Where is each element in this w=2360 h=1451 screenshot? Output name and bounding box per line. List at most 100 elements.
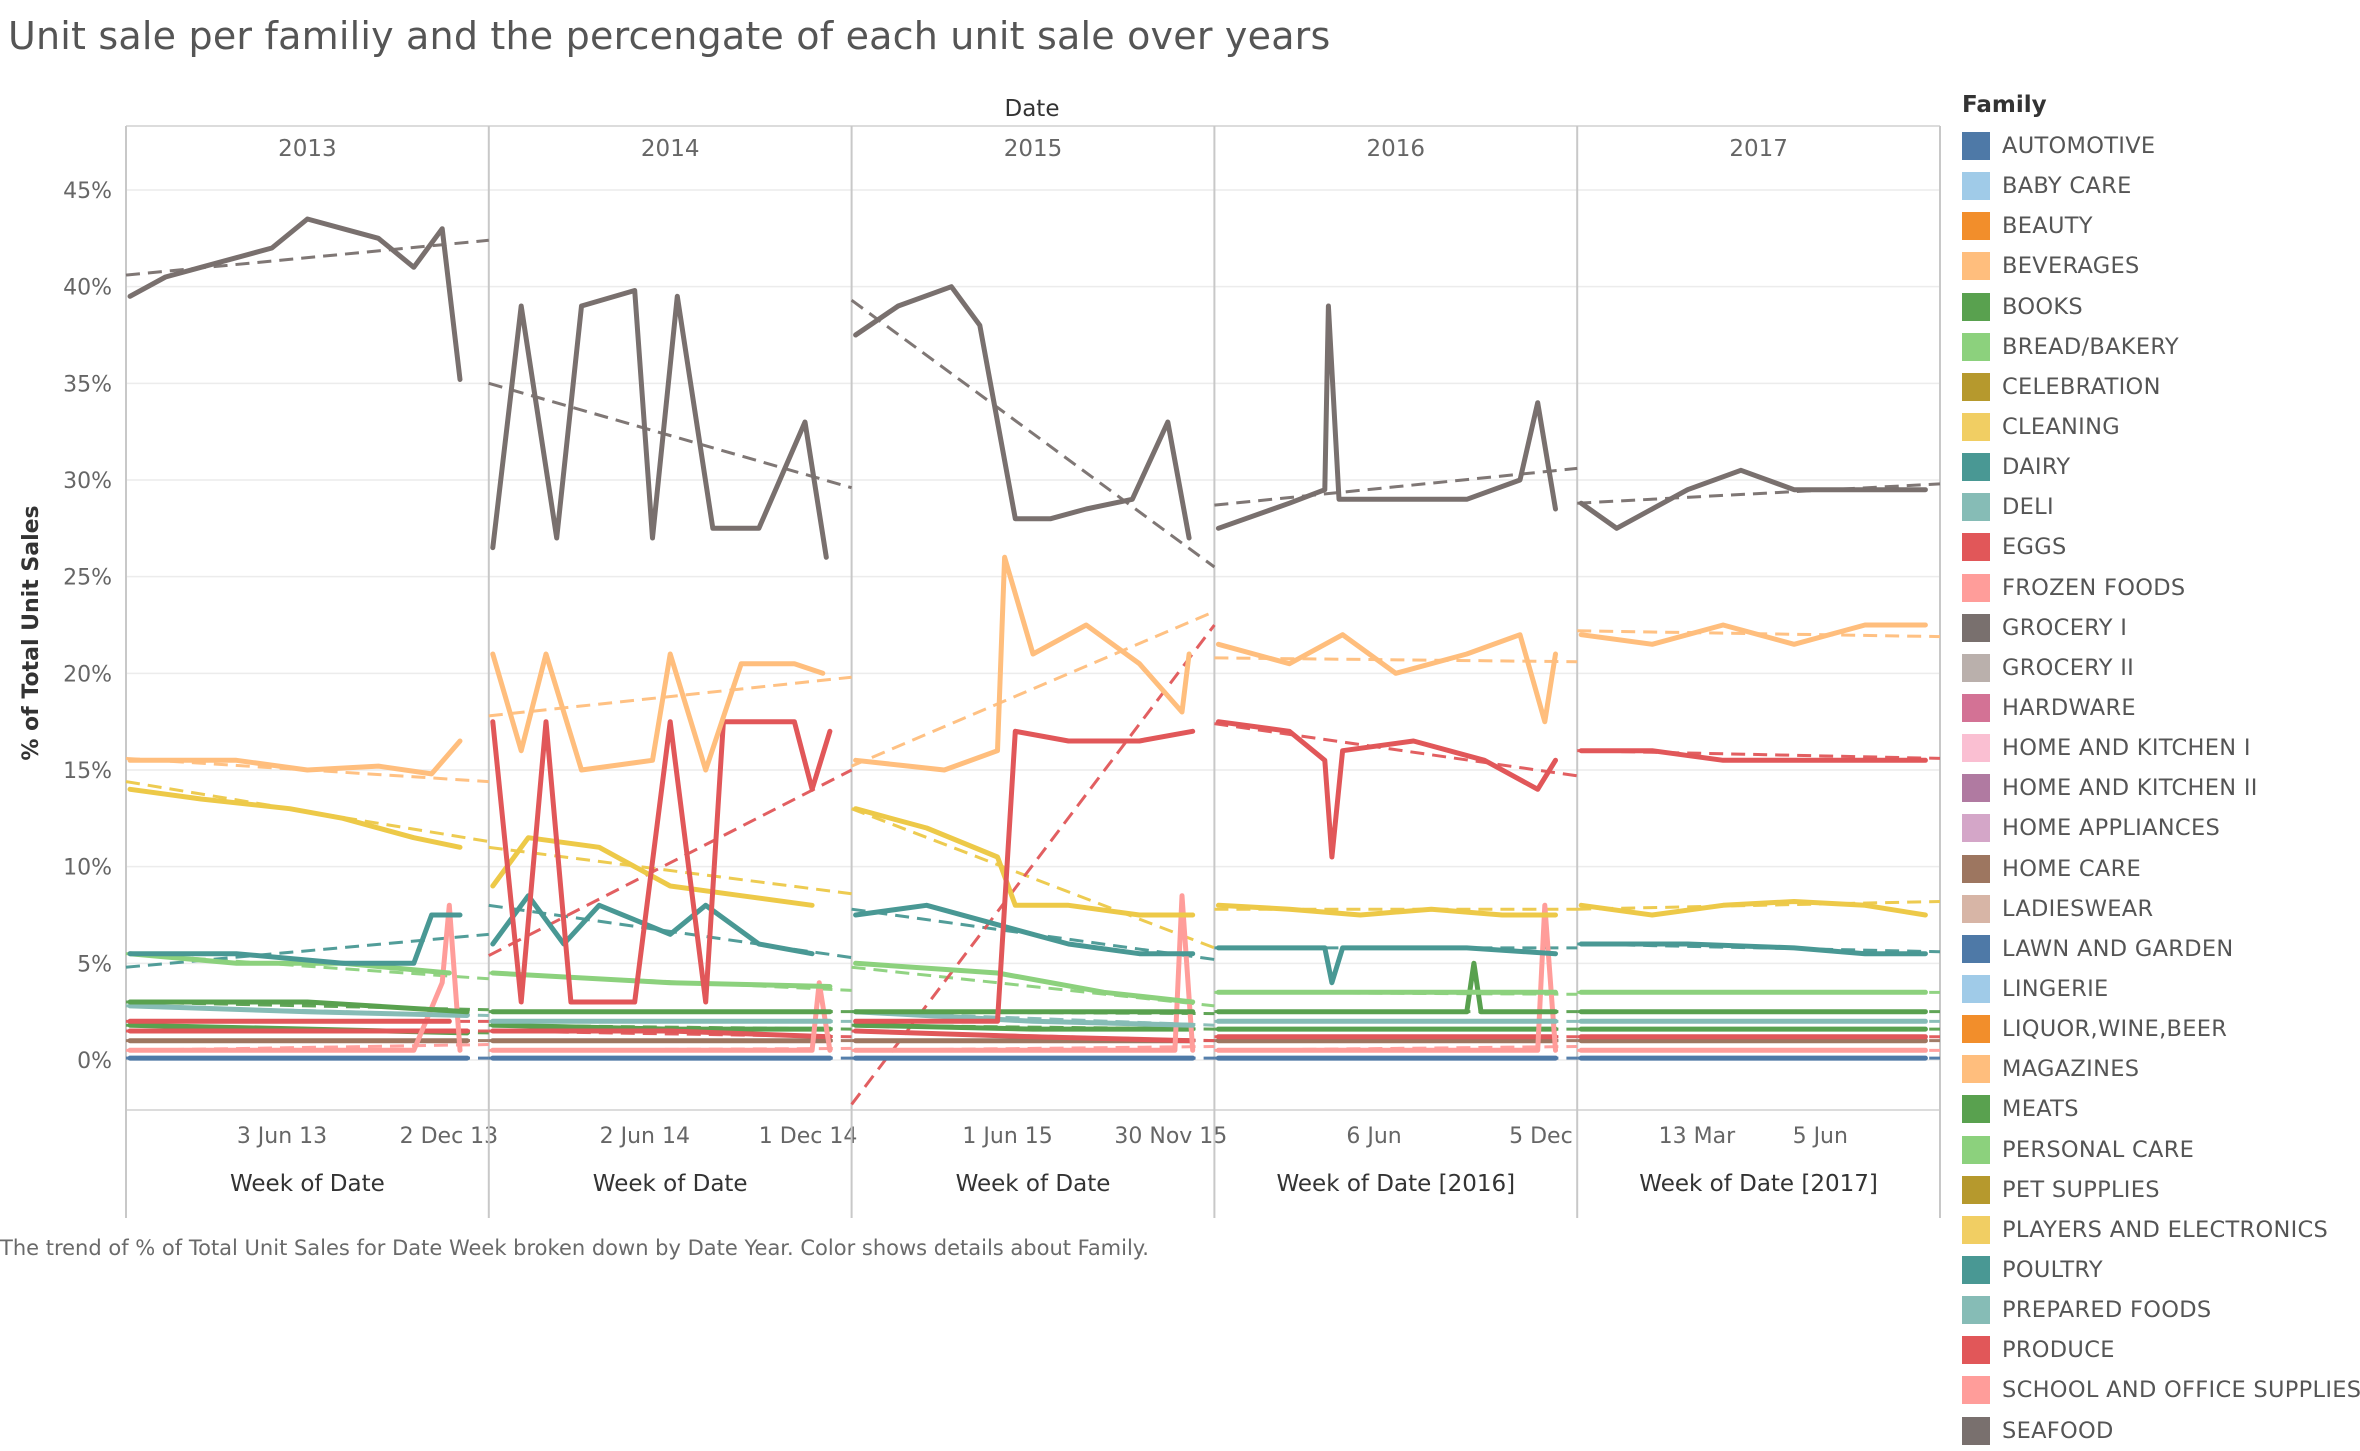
legend-label: HOME AND KITCHEN I	[2002, 735, 2251, 762]
legend-item[interactable]: FROZEN FOODS	[1962, 568, 2354, 608]
legend-label: PRODUCE	[2002, 1337, 2115, 1364]
legend-label: POULTRY	[2002, 1257, 2103, 1283]
legend-swatch	[1962, 774, 1990, 803]
legend-item[interactable]: LIQUOR,WINE,BEER	[1962, 1009, 2354, 1049]
legend-label: PET SUPPLIES	[2002, 1176, 2160, 1203]
legend-item[interactable]: BEAUTY	[1962, 206, 2354, 246]
series-line	[127, 216, 463, 382]
legend-item[interactable]: LINGERIE	[1962, 969, 2354, 1009]
legend-label: HOME CARE	[2002, 855, 2142, 882]
legend-label: BEVERAGES	[2002, 253, 2140, 280]
series-line	[490, 893, 815, 957]
legend-swatch	[1962, 1095, 1990, 1124]
legend-item[interactable]: HOME CARE	[1962, 849, 2354, 889]
legend-label: DELI	[2002, 494, 2054, 521]
legend-label: HOME APPLIANCES	[2002, 815, 2221, 842]
legend-item[interactable]: PERSONAL CARE	[1962, 1130, 2354, 1170]
series-group	[125, 216, 1941, 1106]
panel-year-label: 2015	[1004, 136, 1063, 162]
x-axis-title: Week of Date [2016]	[1277, 1171, 1516, 1197]
series-line	[1578, 467, 1928, 531]
legend-label: LAWN AND GARDEN	[2002, 935, 2234, 962]
legend-item[interactable]: CLEANING	[1962, 407, 2354, 447]
legend-swatch	[1962, 1015, 1990, 1044]
legend-label: BREAD/BAKERY	[2002, 333, 2179, 360]
series-line	[1215, 902, 1558, 1053]
x-tick-label: 1 Jun 15	[962, 1124, 1052, 1149]
trend-line	[488, 381, 853, 490]
trend-line	[1214, 722, 1578, 778]
legend-swatch	[1962, 934, 1990, 963]
y-tick-label: 5%	[77, 952, 112, 977]
legend-item[interactable]: SEAFOOD	[1962, 1411, 2354, 1451]
series-line	[490, 835, 815, 908]
series-line	[127, 1003, 470, 1018]
legend-item[interactable]: PLAYERS AND ELECTRONICS	[1962, 1210, 2354, 1250]
series-line	[127, 902, 463, 1053]
legend-item[interactable]: BREAD/BAKERY	[1962, 327, 2354, 367]
legend-item[interactable]: BOOKS	[1962, 287, 2354, 327]
legend-item[interactable]: SCHOOL AND OFFICE SUPPLIES	[1962, 1370, 2360, 1410]
legend-item[interactable]: AUTOMOTIVE	[1962, 126, 2354, 166]
legend-item[interactable]: MEATS	[1962, 1089, 2354, 1129]
legend-label: HOME AND KITCHEN II	[2002, 775, 2258, 802]
legend-swatch	[1962, 1336, 1990, 1365]
series-line	[853, 728, 1196, 1024]
legend-item[interactable]: CELEBRATION	[1962, 367, 2354, 407]
legend-item[interactable]: POULTRY	[1962, 1250, 2354, 1290]
legend-item[interactable]: BEVERAGES	[1962, 246, 2354, 286]
series-line	[127, 786, 463, 850]
legend-label: BOOKS	[2002, 293, 2083, 320]
legend-item[interactable]: GROCERY II	[1962, 648, 2354, 688]
legend-swatch	[1962, 975, 1990, 1004]
y-tick-label: 10%	[63, 856, 112, 881]
legend-item[interactable]: HOME AND KITCHEN II	[1962, 768, 2354, 808]
legend-label: FROZEN FOODS	[2002, 574, 2186, 601]
trend-line	[1577, 749, 1941, 760]
legend-item[interactable]: EGGS	[1962, 527, 2354, 567]
x-tick-label: 3 Jun 13	[237, 1124, 327, 1149]
y-tick-label: 45%	[63, 179, 112, 204]
legend-label: CLEANING	[2002, 414, 2120, 441]
series-line	[853, 1009, 1196, 1028]
trend-line	[488, 768, 853, 957]
legend-item[interactable]: LAWN AND GARDEN	[1962, 929, 2354, 969]
legend-swatch	[1962, 734, 1990, 763]
series-line	[127, 951, 452, 976]
x-tick-label: 13 Mar	[1659, 1124, 1736, 1149]
legend-item[interactable]: HARDWARE	[1962, 688, 2354, 728]
legend-item[interactable]: DELI	[1962, 487, 2354, 527]
legend-swatch	[1962, 613, 1990, 642]
legend-item[interactable]: GROCERY I	[1962, 608, 2354, 648]
legend-label: PLAYERS AND ELECTRONICS	[2002, 1216, 2329, 1243]
legend-label: LADIESWEAR	[2002, 895, 2154, 922]
legend-label: GROCERY II	[2002, 654, 2135, 681]
line-chart: Date 0% 5% 10% 15% 20% 25% 30% 35% 40% 45% % of Tot…	[19, 96, 1941, 1218]
series-line	[1578, 748, 1928, 763]
trend-line	[1214, 466, 1578, 507]
legend-item[interactable]: MAGAZINES	[1962, 1049, 2354, 1089]
legend-item[interactable]: HOME APPLIANCES	[1962, 808, 2354, 848]
legend-item[interactable]: BABY CARE	[1962, 166, 2354, 206]
trend-line	[125, 952, 489, 981]
series-line	[853, 1028, 1196, 1044]
y-tick-label: 35%	[63, 372, 112, 397]
chart-title: Unit sale per familiy and the percengate…	[8, 14, 1331, 58]
legend-title: Family	[1962, 92, 2047, 118]
legend-item[interactable]: PET SUPPLIES	[1962, 1170, 2354, 1210]
series-line	[490, 288, 829, 560]
legend-item[interactable]: DAIRY	[1962, 447, 2354, 487]
legend-item[interactable]: LADIESWEAR	[1962, 889, 2354, 929]
trend-line	[1214, 656, 1578, 664]
x-tick-label: 1 Dec 14	[759, 1124, 858, 1149]
legend-label: SCHOOL AND OFFICE SUPPLIES	[2002, 1377, 2360, 1404]
legend-swatch	[1962, 694, 1990, 723]
legend-item[interactable]: PREPARED FOODS	[1962, 1290, 2354, 1330]
legend-item[interactable]: PRODUCE	[1962, 1330, 2354, 1370]
legend-item[interactable]: HOME AND KITCHEN I	[1962, 728, 2354, 768]
legend-label: PERSONAL CARE	[2002, 1136, 2195, 1163]
series-line	[490, 719, 833, 1005]
legend-label: LINGERIE	[2002, 976, 2109, 1003]
legend-swatch	[1962, 372, 1990, 401]
legend-swatch	[1962, 453, 1990, 482]
